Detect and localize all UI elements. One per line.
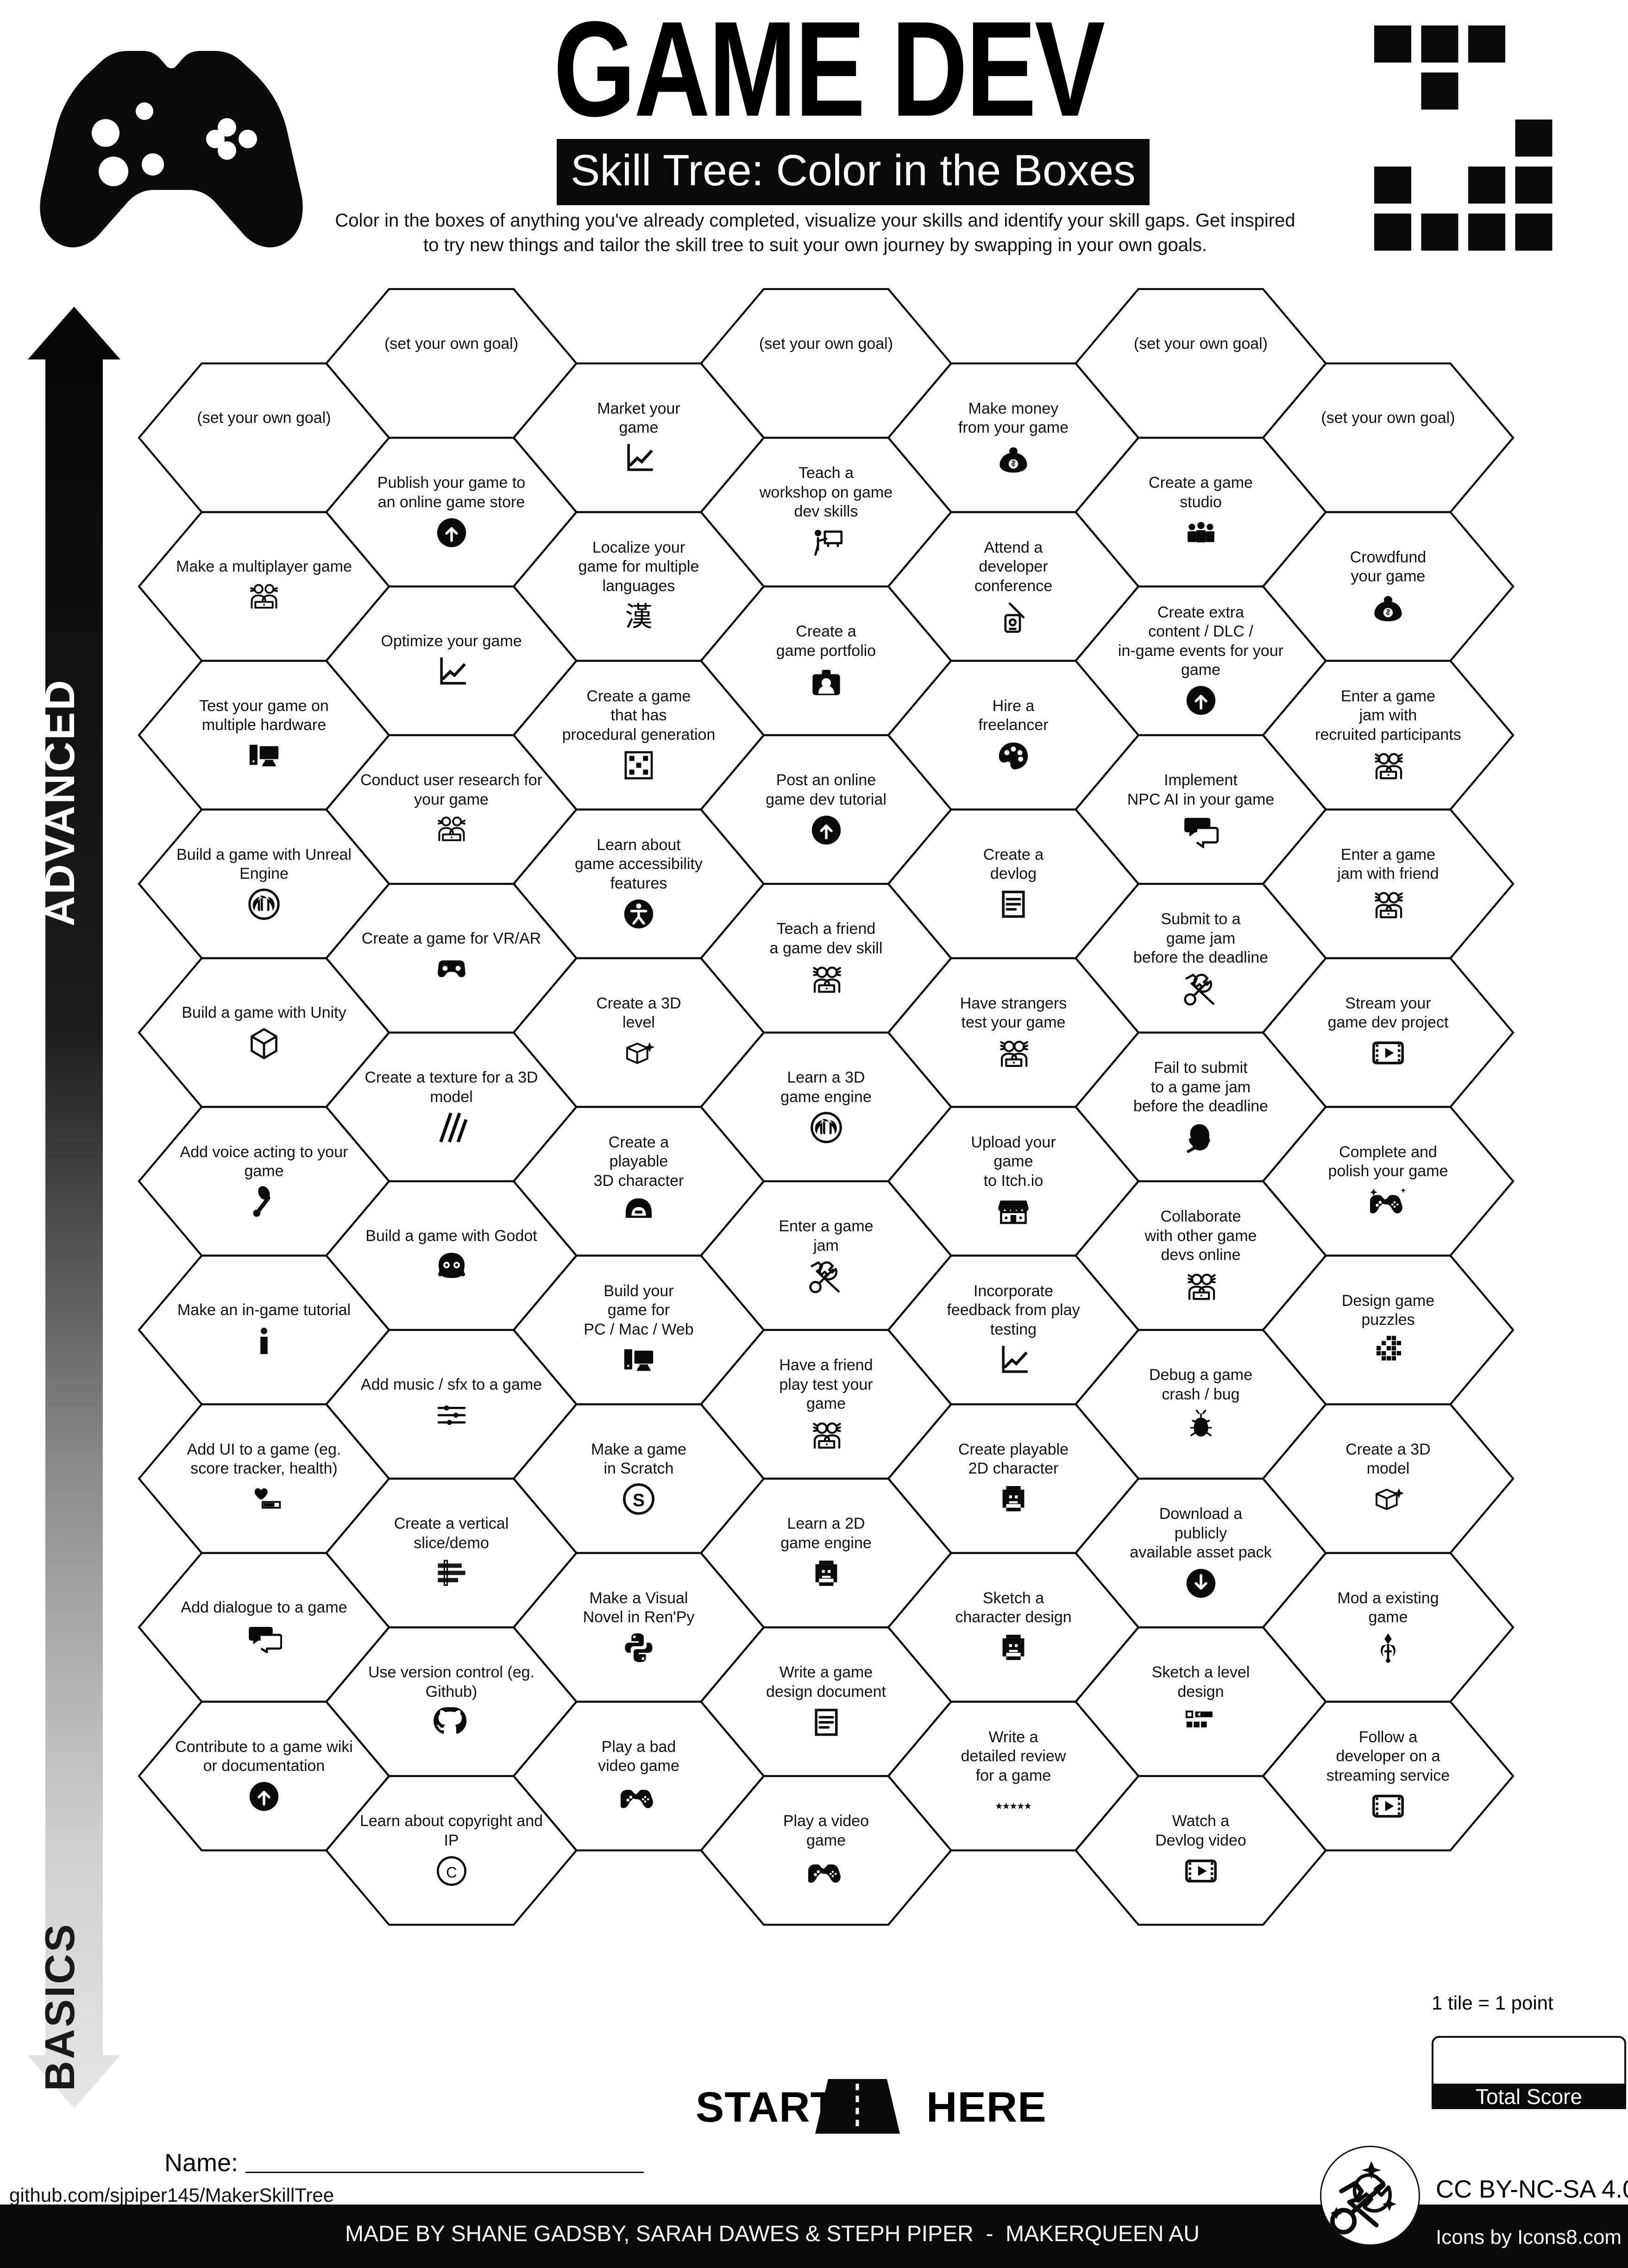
svg-text:C: C (446, 1864, 457, 1881)
svg-text:S: S (633, 1491, 645, 1511)
svg-text:漢: 漢 (625, 601, 652, 632)
